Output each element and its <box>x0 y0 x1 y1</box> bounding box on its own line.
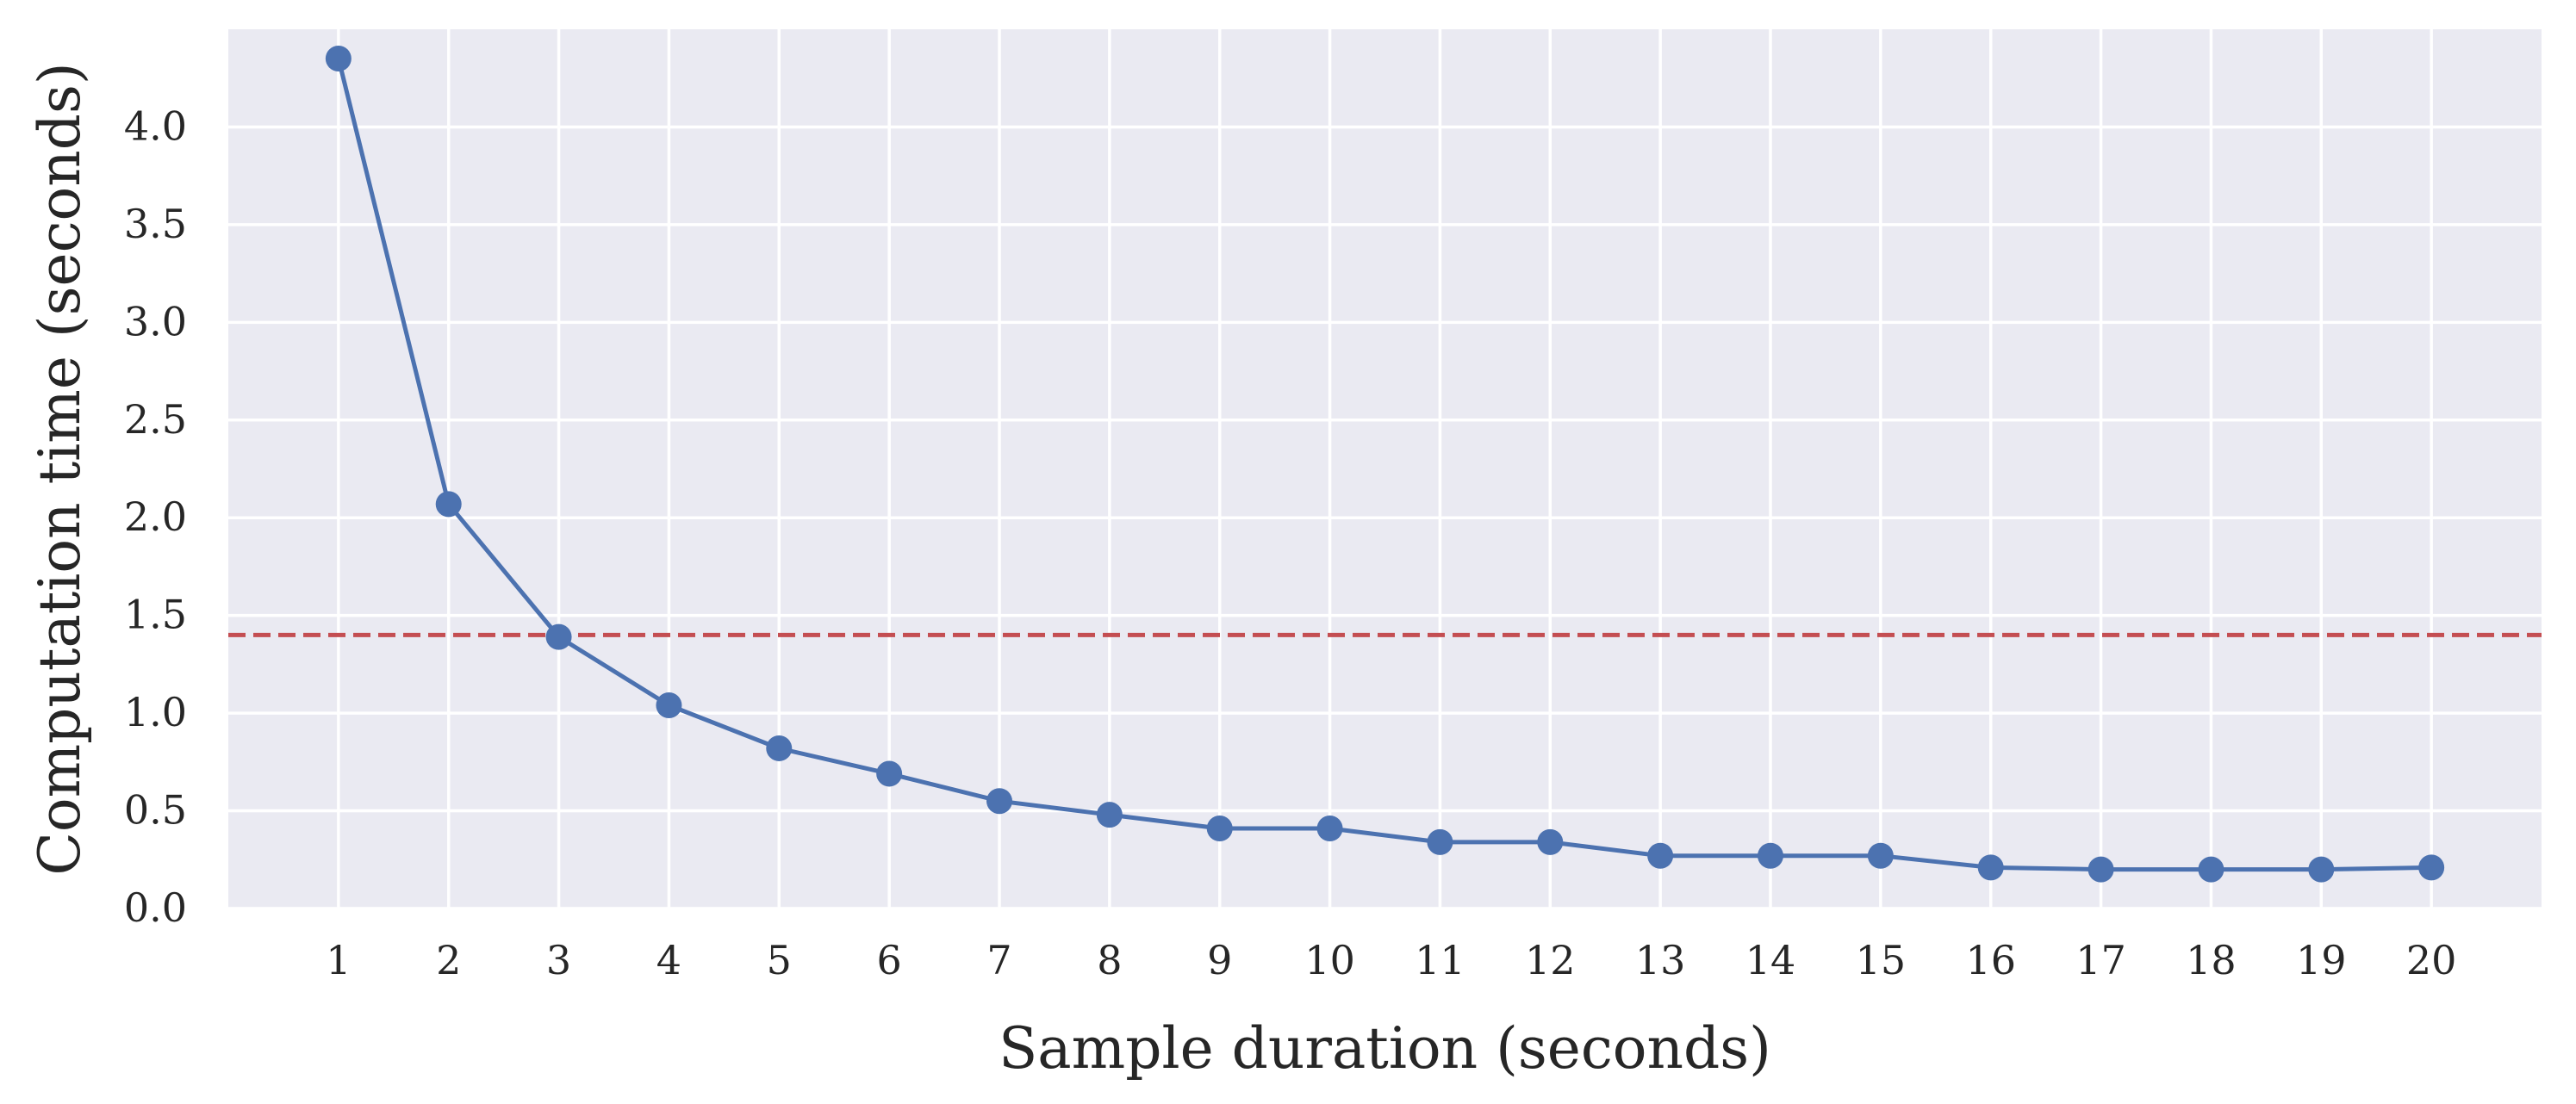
x-tick-label: 5 <box>767 937 792 983</box>
data-point <box>1867 842 1894 869</box>
data-point <box>2088 856 2114 883</box>
x-tick-label: 2 <box>436 937 461 983</box>
x-axis-ticks: 1 2 3 4 5 6 7 8 9 10 11 12 13 14 15 16 17 18 19 20 <box>326 937 2456 983</box>
data-point <box>1647 842 1674 869</box>
x-tick-label: 7 <box>986 937 1011 983</box>
x-tick-label: 11 <box>1415 937 1465 983</box>
data-point <box>545 623 572 650</box>
data-point <box>1427 828 1453 855</box>
data-point <box>1316 815 1343 841</box>
data-point <box>1206 815 1233 841</box>
data-point <box>656 692 682 719</box>
y-tick-label: 3.0 <box>124 298 187 344</box>
data-point <box>325 46 352 72</box>
y-tick-label: 0.5 <box>124 787 187 834</box>
x-tick-label: 14 <box>1745 937 1796 983</box>
data-point <box>1096 802 1123 828</box>
x-axis-label: Sample duration (seconds) <box>999 1015 1771 1082</box>
y-tick-label: 4.0 <box>124 102 187 149</box>
data-point <box>2198 856 2224 883</box>
y-axis-ticks: 0.0 0.5 1.0 1.5 2.0 2.5 3.0 3.5 4.0 <box>124 102 187 931</box>
y-axis-label: Computation time (seconds) <box>27 62 93 875</box>
x-tick-label: 16 <box>1965 937 2016 983</box>
x-tick-label: 17 <box>2075 937 2126 983</box>
x-tick-label: 12 <box>1525 937 1576 983</box>
x-tick-label: 19 <box>2296 937 2347 983</box>
data-point <box>1758 842 1783 869</box>
data-point <box>986 788 1012 815</box>
y-tick-label: 2.0 <box>124 493 187 540</box>
y-tick-label: 3.5 <box>124 201 187 247</box>
data-point <box>435 491 462 518</box>
plot-background <box>228 29 2542 909</box>
series-layer <box>325 46 2445 883</box>
x-tick-label: 9 <box>1207 937 1232 983</box>
data-point <box>2308 856 2335 883</box>
x-tick-label: 13 <box>1635 937 1686 983</box>
series-line <box>336 58 2432 872</box>
x-tick-label: 15 <box>1856 937 1907 983</box>
x-tick-label: 3 <box>546 937 571 983</box>
x-tick-label: 10 <box>1304 937 1355 983</box>
data-point <box>2418 854 2445 881</box>
data-point <box>876 760 903 787</box>
y-tick-label: 2.5 <box>124 396 187 443</box>
y-tick-label: 0.0 <box>124 884 187 931</box>
x-tick-label: 4 <box>656 937 681 983</box>
x-tick-label: 8 <box>1097 937 1122 983</box>
y-tick-label: 1.5 <box>124 592 187 638</box>
data-point <box>1537 828 1564 855</box>
x-tick-label: 6 <box>877 937 902 983</box>
data-point <box>1977 854 2004 881</box>
x-tick-label: 18 <box>2186 937 2237 983</box>
x-tick-label: 1 <box>326 937 351 983</box>
grid <box>228 29 2542 910</box>
data-point <box>766 735 793 761</box>
x-tick-label: 20 <box>2406 937 2457 983</box>
y-tick-label: 1.0 <box>124 689 187 735</box>
